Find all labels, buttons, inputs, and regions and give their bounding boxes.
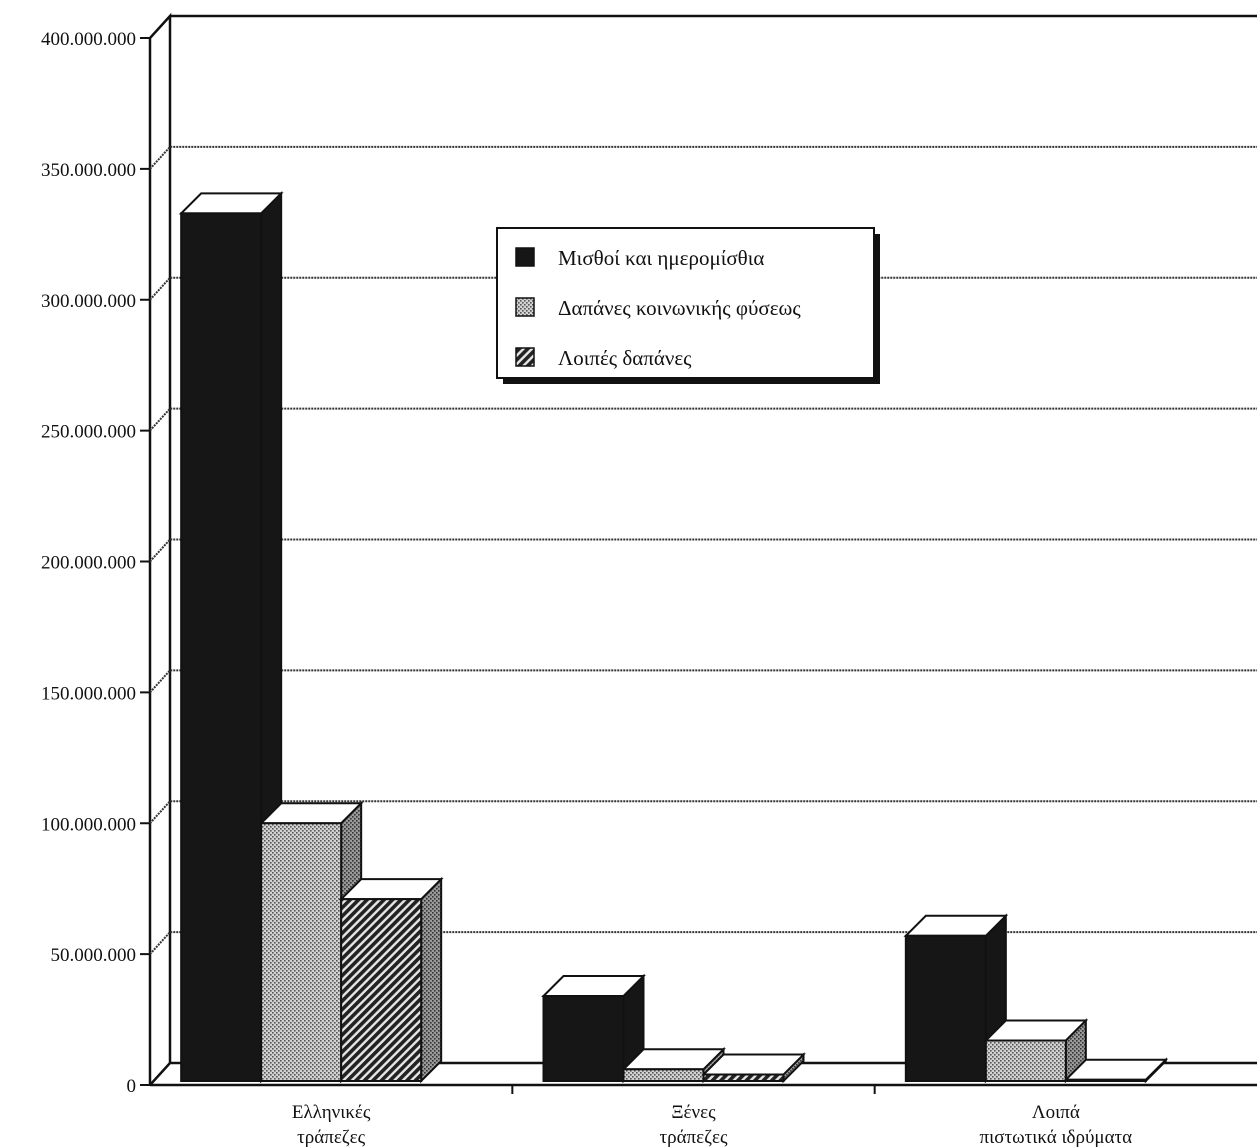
y-tick-label: 50.000.000 bbox=[51, 945, 137, 966]
y-tick-label: 400.000.000 bbox=[41, 29, 136, 50]
gridline bbox=[149, 276, 1257, 301]
x-category-label: πιστωτικά ιδρύματα bbox=[980, 1127, 1133, 1148]
left-wall bbox=[148, 12, 172, 1085]
gridline bbox=[149, 931, 1257, 955]
x-category-label: τράπεζες bbox=[297, 1127, 365, 1148]
bar-front bbox=[622, 1068, 705, 1083]
legend-label: Λοιπές δαπάνες bbox=[558, 346, 692, 370]
x-category-label: Λοιπά bbox=[1032, 1102, 1080, 1123]
y-tick-label: 300.000.000 bbox=[41, 291, 136, 312]
bar-front bbox=[542, 995, 625, 1083]
x-category-label: τράπεζες bbox=[659, 1127, 727, 1148]
y-tick-label: 0 bbox=[127, 1076, 137, 1097]
bar-side bbox=[420, 876, 443, 1084]
bar-front bbox=[180, 212, 263, 1082]
legend-swatch bbox=[515, 247, 535, 267]
x-category-label: Ελληνικές bbox=[292, 1102, 371, 1123]
legend-swatch bbox=[515, 297, 535, 317]
y-tick-label: 150.000.000 bbox=[41, 683, 136, 704]
bar-front bbox=[984, 1039, 1067, 1082]
bar-front bbox=[702, 1073, 785, 1083]
gridline bbox=[149, 538, 1257, 563]
bar bbox=[983, 1018, 1089, 1084]
gridline bbox=[149, 669, 1257, 694]
legend-label: Δαπάνες κοινωνικής φύσεως bbox=[558, 296, 801, 320]
x-category-label: Ξένες bbox=[671, 1102, 716, 1123]
y-tick-label: 200.000.000 bbox=[41, 553, 136, 574]
legend-label: Μισθοί και ημερομίσθια bbox=[558, 246, 764, 270]
floor-back bbox=[149, 1061, 1257, 1086]
bar-front bbox=[904, 934, 987, 1082]
y-tick-label: 350.000.000 bbox=[41, 160, 136, 181]
bar bbox=[541, 973, 646, 1084]
bar bbox=[258, 800, 364, 1084]
y-tick-label: 250.000.000 bbox=[41, 422, 136, 443]
y-tick-label: 100.000.000 bbox=[41, 814, 136, 835]
legend-swatch bbox=[515, 347, 535, 367]
bar-front bbox=[260, 822, 343, 1082]
gridline bbox=[149, 407, 1257, 432]
bar bbox=[338, 876, 444, 1084]
gridline bbox=[149, 145, 1257, 170]
bar bbox=[701, 1052, 806, 1084]
legend-box bbox=[496, 227, 875, 379]
bar bbox=[1063, 1057, 1169, 1084]
bar-front bbox=[1064, 1078, 1147, 1083]
gridline bbox=[149, 800, 1257, 824]
bar-front bbox=[340, 898, 423, 1082]
